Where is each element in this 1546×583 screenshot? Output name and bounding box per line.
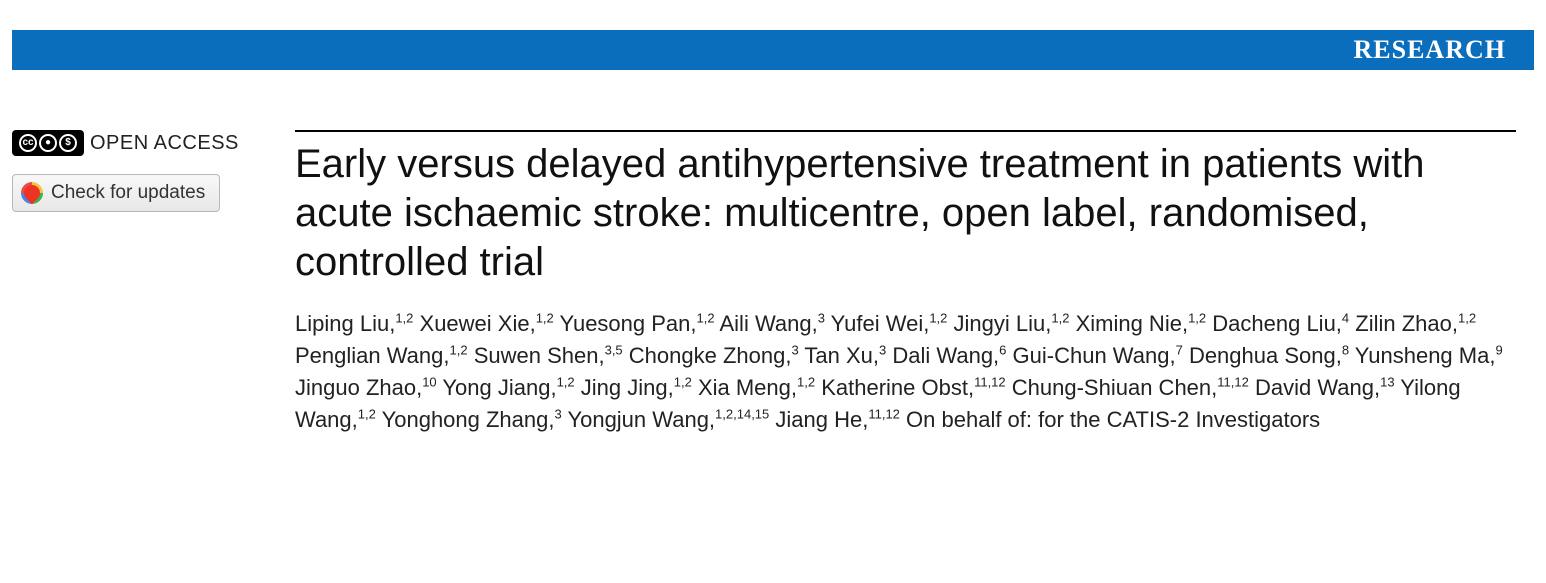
crossmark-icon	[21, 182, 43, 204]
author-name: Yuesong Pan,	[560, 311, 697, 336]
cc-license-icon: cc ● $	[12, 130, 84, 156]
author-affil: 11,12	[868, 407, 900, 422]
author-name: Jiang He,	[775, 407, 868, 432]
author-affil: 1,2	[674, 375, 692, 390]
banner-label: RESEARCH	[1354, 35, 1506, 64]
author-name: Yonghong Zhang,	[382, 407, 555, 432]
on-behalf-text: On behalf of: for the CATIS-2 Investigat…	[906, 407, 1320, 432]
author-affil: 13	[1380, 375, 1394, 390]
author-affil: 3,5	[605, 343, 623, 358]
author-affil: 1,2	[536, 311, 554, 326]
author-name: Penglian Wang,	[295, 343, 450, 368]
title-rule	[295, 130, 1516, 132]
author-name: Yongjun Wang,	[567, 407, 715, 432]
author-affil: 1,2	[395, 311, 413, 326]
author-affil: 1,2	[358, 407, 376, 422]
article-title: Early versus delayed antihypertensive tr…	[295, 140, 1516, 286]
author-name: Yong Jiang,	[442, 375, 556, 400]
left-sidebar: cc ● $ OPEN ACCESS Check for updates	[0, 130, 295, 436]
cc-icon: cc	[19, 134, 37, 152]
author-name: Xuewei Xie,	[420, 311, 536, 336]
author-affil: 3	[554, 407, 561, 422]
author-name: Liping Liu,	[295, 311, 395, 336]
author-name: Chongke Zhong,	[629, 343, 792, 368]
author-affil: 11,12	[1217, 375, 1249, 390]
author-name: Katherine Obst,	[821, 375, 974, 400]
author-name: Zilin Zhao,	[1355, 311, 1458, 336]
author-affil: 1,2	[1458, 311, 1476, 326]
author-name: Jing Jing,	[581, 375, 674, 400]
author-affil: 3	[791, 343, 798, 358]
cc-by-icon: ●	[39, 134, 57, 152]
author-affil: 4	[1342, 311, 1349, 326]
author-name: Aili Wang,	[720, 311, 818, 336]
author-name: Dacheng Liu,	[1212, 311, 1342, 336]
author-name: Xia Meng,	[698, 375, 797, 400]
author-affil: 11,12	[974, 375, 1006, 390]
author-name: Yufei Wei,	[831, 311, 930, 336]
author-name: Chung-Shiuan Chen,	[1012, 375, 1217, 400]
author-affil: 8	[1342, 343, 1349, 358]
author-affil: 1,2,14,15	[715, 407, 769, 422]
author-affil: 3	[879, 343, 886, 358]
author-name: Jingyi Liu,	[954, 311, 1052, 336]
author-list: Liping Liu,1,2 Xuewei Xie,1,2 Yuesong Pa…	[295, 308, 1516, 436]
author-affil: 1,2	[1051, 311, 1069, 326]
author-name: Ximing Nie,	[1076, 311, 1188, 336]
author-name: Gui-Chun Wang,	[1013, 343, 1176, 368]
author-affil: 1,2	[1188, 311, 1206, 326]
content-row: cc ● $ OPEN ACCESS Check for updates Ear…	[0, 130, 1546, 436]
open-access-label: OPEN ACCESS	[90, 132, 239, 155]
author-affil: 1,2	[557, 375, 575, 390]
open-access-badge: cc ● $ OPEN ACCESS	[12, 130, 295, 156]
author-affil: 1,2	[697, 311, 715, 326]
check-for-updates-button[interactable]: Check for updates	[12, 174, 220, 212]
cc-nc-icon: $	[59, 134, 77, 152]
author-affil: 10	[422, 375, 436, 390]
author-affil: 1,2	[450, 343, 468, 358]
article-header: Early versus delayed antihypertensive tr…	[295, 130, 1546, 436]
author-name: Dali Wang,	[892, 343, 999, 368]
author-affil: 6	[999, 343, 1006, 358]
author-name: Tan Xu,	[804, 343, 879, 368]
author-name: Denghua Song,	[1189, 343, 1342, 368]
author-affil: 1,2	[929, 311, 947, 326]
check-updates-label: Check for updates	[51, 182, 205, 204]
author-affil: 1,2	[797, 375, 815, 390]
section-banner: RESEARCH	[12, 30, 1534, 70]
author-name: Suwen Shen,	[474, 343, 605, 368]
author-name: David Wang,	[1255, 375, 1380, 400]
author-name: Yunsheng Ma,	[1355, 343, 1496, 368]
author-affil: 7	[1176, 343, 1183, 358]
author-affil: 3	[818, 311, 825, 326]
author-name: Jinguo Zhao,	[295, 375, 422, 400]
author-affil: 9	[1495, 343, 1502, 358]
